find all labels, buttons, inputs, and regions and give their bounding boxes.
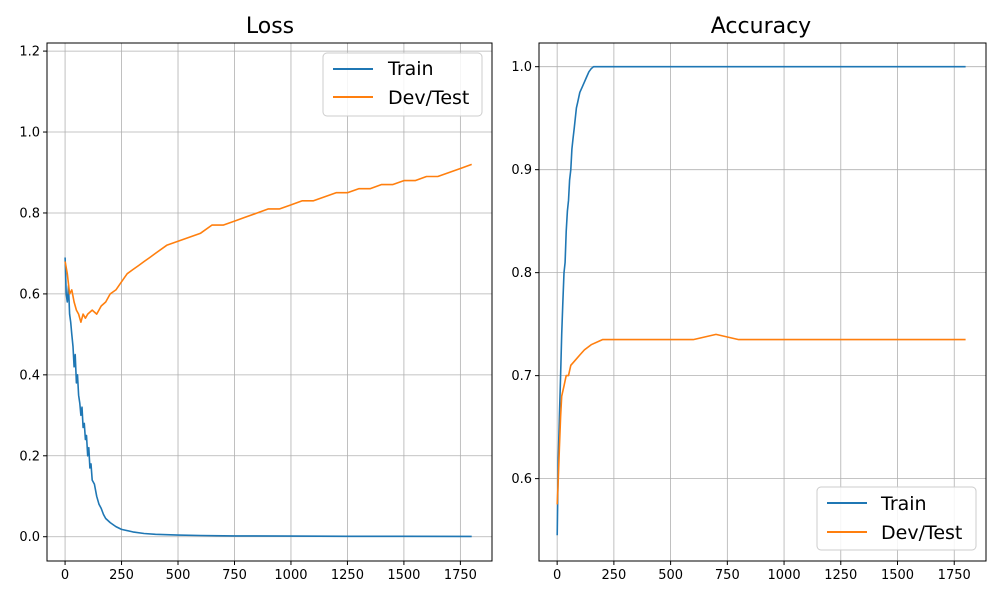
loss-chart-title: Loss: [246, 14, 294, 39]
loss-legend: Train Dev/Test: [322, 52, 483, 117]
loss-xtick-label: 1000: [274, 568, 307, 583]
accuracy-series-layer: [556, 65, 966, 536]
accuracy-legend: Train Dev/Test: [816, 486, 977, 551]
loss-ytick-label: 1.0: [19, 126, 40, 141]
loss-xtick-label: 500: [166, 568, 191, 583]
accuracy-grid: [539, 43, 986, 561]
accuracy-ticks: 0 250 500 750 1000 1250 1500 1750 0.6 0.7 0.8 0.9 1.…: [511, 60, 970, 583]
loss-ytick-label: 0.2: [19, 449, 40, 464]
accuracy-ytick-label: 0.6: [511, 472, 532, 487]
loss-series-devtest-line: [64, 163, 472, 323]
loss-xtick-label: 1750: [444, 568, 477, 583]
accuracy-xtick-label: 0: [553, 568, 561, 583]
accuracy-legend-devtest-label: Dev/Test: [881, 522, 962, 544]
accuracy-xtick-label: 500: [658, 568, 683, 583]
accuracy-series-train-line: [556, 65, 966, 536]
loss-ytick-label: 0.6: [19, 287, 40, 302]
accuracy-ytick-label: 0.8: [511, 266, 532, 281]
accuracy-chart-title: Accuracy: [711, 14, 811, 39]
loss-ytick-label: 0.8: [19, 206, 40, 221]
loss-chart: Loss 0 250 500 750 1000 1250 1500 1750 0.0 0.2 0.4…: [19, 14, 493, 583]
loss-xtick-label: 1500: [387, 568, 420, 583]
loss-xtick-label: 750: [222, 568, 247, 583]
accuracy-legend-train-label: Train: [880, 493, 927, 515]
accuracy-ytick-label: 0.9: [511, 163, 532, 178]
loss-legend-devtest-label: Dev/Test: [388, 87, 469, 109]
loss-series-train-line: [64, 257, 472, 538]
loss-ytick-label: 0.4: [19, 368, 40, 383]
accuracy-chart: Accuracy 0 250 500 750 1000 1250 1500 1750 0.6 0.…: [511, 14, 987, 583]
accuracy-xtick-label: 750: [715, 568, 740, 583]
loss-series-layer: [64, 163, 472, 538]
accuracy-series-devtest-line: [556, 333, 966, 505]
accuracy-xtick-label: 1750: [938, 568, 971, 583]
accuracy-xtick-label: 250: [601, 568, 626, 583]
loss-grid: [47, 43, 492, 561]
loss-xtick-label: 1250: [331, 568, 364, 583]
accuracy-ytick-label: 0.7: [511, 369, 532, 384]
accuracy-plot-frame: [538, 42, 987, 562]
loss-plot-frame: [46, 42, 493, 562]
loss-xtick-label: 250: [109, 568, 134, 583]
loss-legend-train-label: Train: [387, 58, 434, 80]
loss-xtick-label: 0: [61, 568, 69, 583]
accuracy-xtick-label: 1500: [881, 568, 914, 583]
loss-ytick-label: 0.0: [19, 530, 40, 545]
accuracy-xtick-label: 1000: [768, 568, 801, 583]
loss-ticks: 0 250 500 750 1000 1250 1500 1750 0.0 0.2 0.4 0.6 0.…: [19, 45, 477, 583]
accuracy-xtick-label: 1250: [824, 568, 857, 583]
loss-ytick-label: 1.2: [19, 45, 40, 60]
accuracy-ytick-label: 1.0: [511, 60, 532, 75]
